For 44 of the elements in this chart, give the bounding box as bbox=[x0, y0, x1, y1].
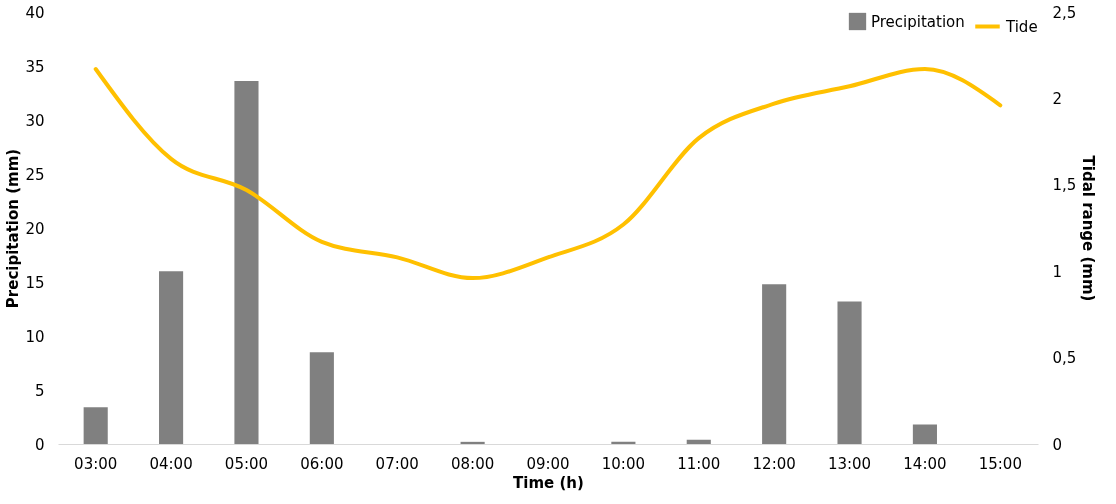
legend-label: Tide bbox=[1005, 17, 1038, 36]
y2-tick-label: 2 bbox=[1052, 89, 1063, 108]
y-tick-label: 10 bbox=[25, 327, 45, 346]
x-tick-label: 08:00 bbox=[451, 454, 495, 473]
y2-tick-label: 1,5 bbox=[1052, 176, 1077, 195]
x-tick-label: 06:00 bbox=[300, 454, 344, 473]
legend-label: Precipitation bbox=[871, 12, 965, 31]
y-tick-label: 25 bbox=[25, 165, 45, 184]
x-tick-label: 11:00 bbox=[677, 454, 721, 473]
x-tick-label: 09:00 bbox=[526, 454, 570, 473]
line-series bbox=[93, 67, 1003, 281]
bar bbox=[762, 284, 787, 444]
y2-tick-label: 0,5 bbox=[1052, 349, 1077, 368]
x-tick-label: 05:00 bbox=[224, 454, 269, 473]
bar bbox=[611, 441, 636, 444]
bar bbox=[159, 271, 184, 444]
y-tick-label: 0 bbox=[34, 435, 45, 454]
y-tick-label: 20 bbox=[25, 219, 45, 238]
bar bbox=[460, 441, 485, 444]
x-tick-label: 04:00 bbox=[149, 454, 193, 473]
x-tick-label: 12:00 bbox=[752, 454, 796, 473]
y-axis-title: Precipitation (mm) bbox=[4, 148, 23, 309]
x-tick-label: 14:00 bbox=[903, 454, 947, 473]
y-tick-label: 40 bbox=[25, 3, 45, 22]
x-tick-label: 07:00 bbox=[375, 454, 419, 473]
y-tick-label: 15 bbox=[25, 273, 45, 292]
bar bbox=[234, 81, 259, 444]
bar bbox=[837, 301, 862, 444]
bar bbox=[83, 407, 108, 444]
bar bbox=[686, 439, 711, 444]
x-tick-label: 10:00 bbox=[601, 454, 645, 473]
y-tick-label: 5 bbox=[34, 381, 45, 400]
x-axis-title: Time (h) bbox=[513, 473, 584, 492]
y-tick-label: 35 bbox=[25, 57, 45, 76]
x-tick-label: 03:00 bbox=[74, 454, 118, 473]
y-tick-label: 30 bbox=[25, 111, 45, 130]
y2-axis-title: Tidal range (mm) bbox=[1079, 155, 1098, 302]
x-tick-label: 13:00 bbox=[827, 454, 872, 473]
y2-tick-label: 1 bbox=[1052, 262, 1063, 281]
x-tick-label: 15:00 bbox=[978, 454, 1022, 473]
y2-tick-label: 0 bbox=[1052, 435, 1063, 454]
bar bbox=[912, 424, 937, 444]
y2-tick-label: 2,5 bbox=[1052, 3, 1077, 22]
bar bbox=[309, 352, 334, 444]
